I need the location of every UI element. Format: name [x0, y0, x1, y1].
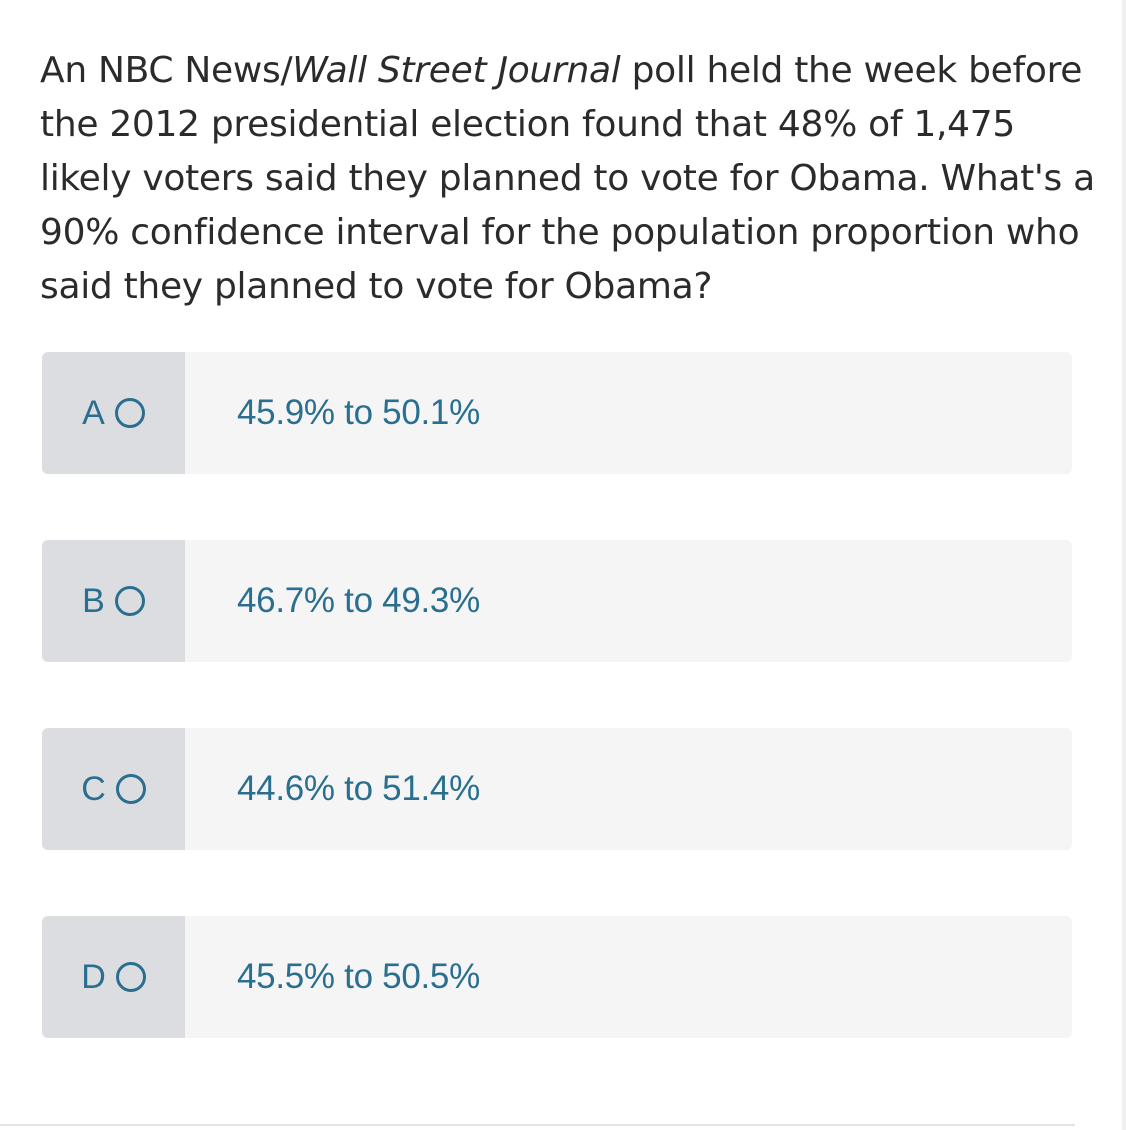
question-publication-name: Wall Street Journal — [292, 50, 621, 91]
option-b-key: B — [42, 540, 185, 662]
option-a-letter: A — [82, 394, 105, 432]
option-c-text: 44.6% to 51.4% — [237, 769, 480, 808]
option-c[interactable]: C 44.6% to 51.4% — [42, 728, 1072, 850]
option-c-letter: C — [81, 770, 106, 808]
radio-circle-icon[interactable] — [115, 962, 146, 992]
question-part-2: poll held the week before the 2012 presi… — [40, 50, 1095, 307]
option-b[interactable]: B 46.7% to 49.3% — [42, 540, 1072, 662]
answer-options: A 45.9% to 50.1% B 46.7% to 49.3% C 44.6… — [42, 352, 1072, 1104]
option-a[interactable]: A 45.9% to 50.1% — [42, 352, 1072, 474]
option-a-text: 45.9% to 50.1% — [237, 393, 480, 432]
question-part-1: An NBC News/ — [40, 50, 293, 91]
option-d-key: D — [42, 916, 185, 1038]
option-b-letter: B — [82, 582, 105, 620]
bottom-divider — [0, 1124, 1075, 1126]
radio-circle-icon[interactable] — [115, 774, 146, 804]
option-d-letter: D — [81, 958, 106, 996]
option-a-key: A — [42, 352, 185, 474]
option-b-text: 46.7% to 49.3% — [237, 581, 480, 620]
radio-circle-icon[interactable] — [114, 586, 145, 616]
question-text: An NBC News/Wall Street Journal poll hel… — [40, 44, 1100, 314]
option-d[interactable]: D 45.5% to 50.5% — [42, 916, 1072, 1038]
option-c-key: C — [42, 728, 185, 850]
radio-circle-icon[interactable] — [114, 398, 145, 428]
option-d-text: 45.5% to 50.5% — [237, 957, 480, 996]
scroll-edge — [1122, 0, 1126, 1130]
